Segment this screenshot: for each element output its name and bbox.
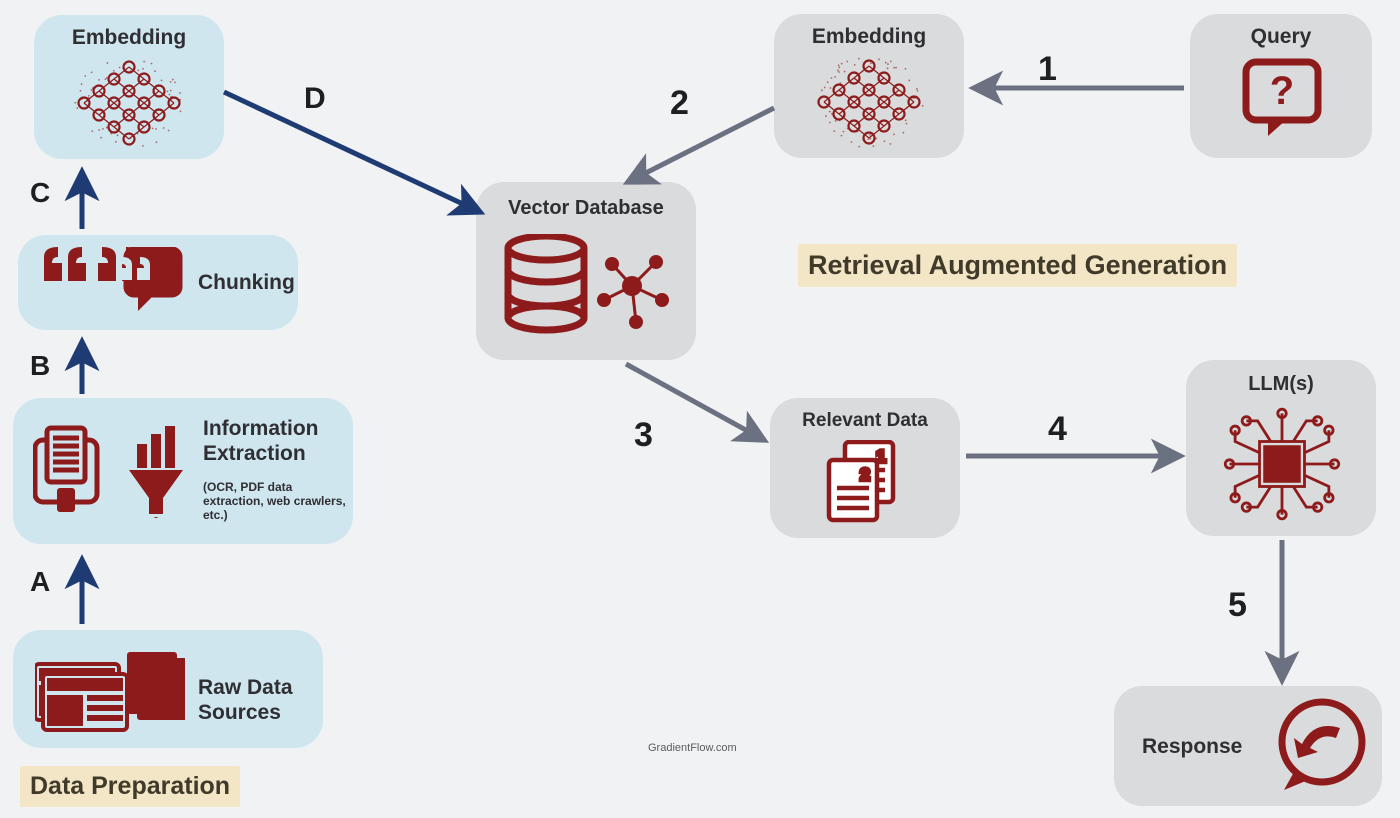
title-data-preparation: Data Preparation	[20, 766, 240, 807]
query-icon: ?	[1242, 58, 1322, 140]
title-data-preparation-label: Data Preparation	[30, 772, 230, 800]
node-emb2-label: Embedding	[774, 24, 964, 49]
node-relevant-data: Relevant Data 1 2	[770, 398, 960, 538]
arrow-D	[224, 92, 480, 212]
step-3: 3	[634, 416, 653, 455]
node-response: Response	[1114, 686, 1382, 806]
node-chunk-label: Chunking	[198, 270, 295, 295]
embedding-icon	[74, 57, 184, 149]
node-query-label: Query	[1190, 24, 1372, 49]
title-rag-label: Retrieval Augmented Generation	[808, 250, 1227, 280]
node-resp-label: Response	[1142, 734, 1242, 759]
node-embedding-query: Embedding	[774, 14, 964, 158]
attribution: GradientFlow.com	[648, 742, 737, 754]
datasources-icon	[35, 650, 185, 732]
node-query: Query ?	[1190, 14, 1372, 158]
step-4: 4	[1048, 410, 1067, 449]
docs-icon: 1 2	[825, 440, 909, 524]
node-vector-database: Vector Database	[476, 182, 696, 360]
quotes-icon	[38, 247, 188, 317]
node-vdb-label: Vector Database	[476, 196, 696, 220]
step-A: A	[30, 566, 50, 598]
step-2: 2	[670, 84, 689, 123]
node-rel-label: Relevant Data	[770, 410, 960, 433]
title-rag: Retrieval Augmented Generation	[798, 244, 1237, 287]
node-emb1-label: Embedding	[34, 25, 224, 50]
step-B: B	[30, 350, 50, 382]
svg-text:?: ?	[1270, 69, 1294, 113]
svg-text:2: 2	[860, 465, 869, 484]
step-D: D	[304, 82, 326, 116]
node-raw-label: Raw Data Sources	[198, 675, 308, 725]
node-raw-data-sources: Raw Data Sources	[13, 630, 323, 748]
funnel-icon	[33, 424, 193, 518]
node-llm: LLM(s)	[1186, 360, 1376, 536]
node-info-sublabel: (OCR, PDF data extraction, web crawlers,…	[203, 480, 353, 522]
node-embedding-prep: Embedding	[34, 15, 224, 159]
node-chunking: Chunking	[18, 235, 298, 330]
node-info-label: Information Extraction	[203, 416, 353, 466]
arrow-2	[628, 108, 774, 182]
embedding-icon	[814, 56, 924, 148]
diagram-canvas: Data Preparation Retrieval Augmented Gen…	[0, 0, 1400, 818]
step-1: 1	[1038, 50, 1057, 89]
step-5: 5	[1228, 586, 1247, 625]
chip-icon	[1218, 404, 1346, 524]
node-llm-label: LLM(s)	[1186, 372, 1376, 396]
vectordb-icon	[504, 234, 672, 344]
node-information-extraction: Information Extraction (OCR, PDF data ext…	[13, 398, 353, 544]
step-C: C	[30, 177, 50, 209]
response-icon	[1274, 698, 1370, 794]
